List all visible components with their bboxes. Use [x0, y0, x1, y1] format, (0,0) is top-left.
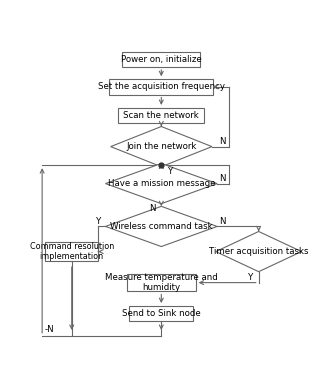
FancyBboxPatch shape	[45, 242, 98, 261]
Text: Measure temperature and
humidity: Measure temperature and humidity	[105, 273, 218, 292]
Text: Command resolution
implementation: Command resolution implementation	[29, 242, 114, 261]
Text: N: N	[219, 174, 226, 183]
Text: N: N	[219, 217, 225, 226]
FancyBboxPatch shape	[130, 306, 193, 321]
Text: N: N	[219, 137, 225, 146]
Text: Join the network: Join the network	[126, 142, 197, 151]
FancyBboxPatch shape	[122, 52, 200, 67]
Text: Send to Sink node: Send to Sink node	[122, 309, 201, 318]
Polygon shape	[106, 206, 217, 247]
Text: Wireless command task: Wireless command task	[110, 222, 213, 231]
Text: Y: Y	[168, 167, 173, 175]
Polygon shape	[106, 164, 217, 204]
Text: Timer acquisition tasks: Timer acquisition tasks	[209, 247, 309, 256]
Text: N: N	[149, 205, 155, 214]
Text: Scan the network: Scan the network	[123, 111, 199, 120]
Text: Y: Y	[96, 217, 102, 226]
Text: Power on, initialize: Power on, initialize	[121, 55, 202, 64]
FancyBboxPatch shape	[109, 79, 213, 94]
Polygon shape	[216, 232, 302, 272]
FancyBboxPatch shape	[127, 274, 196, 291]
Polygon shape	[111, 126, 212, 167]
Text: Have a mission message: Have a mission message	[108, 179, 215, 188]
FancyBboxPatch shape	[119, 108, 204, 123]
Text: Y: Y	[248, 273, 254, 282]
Text: -N: -N	[45, 325, 54, 334]
Text: Set the acquisition frequency: Set the acquisition frequency	[98, 83, 225, 91]
